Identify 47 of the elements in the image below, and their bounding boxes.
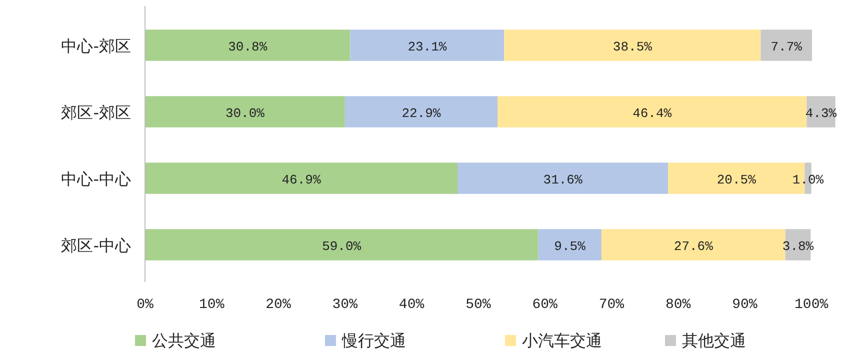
x-tick-label: 30% — [332, 297, 358, 313]
y-tick-label: 中心-中心 — [61, 169, 131, 188]
y-tick-label: 中心-郊区 — [61, 36, 131, 56]
bar — [145, 30, 350, 61]
bar — [497, 96, 807, 128]
bar — [145, 96, 345, 128]
data-label: 30.0% — [225, 106, 265, 121]
x-tick-label: 20% — [266, 297, 292, 313]
data-label: 23.1% — [408, 39, 447, 54]
data-label: 27.6% — [674, 238, 714, 254]
x-tick-label: 80% — [665, 297, 692, 313]
data-label: 46.9% — [282, 172, 321, 188]
legend-label: 慢行交通 — [341, 331, 406, 350]
y-tick-label: 郊区-中心 — [61, 236, 131, 255]
bar — [760, 30, 812, 61]
x-tick-label: 0% — [136, 297, 154, 313]
data-label: 20.5% — [716, 172, 756, 188]
bar — [344, 96, 498, 128]
x-tick-label: 40% — [398, 297, 425, 313]
data-label: 3.8% — [782, 238, 814, 254]
data-label: 38.5% — [612, 39, 652, 54]
data-label: 46.4% — [632, 106, 672, 121]
data-label: 22.9% — [402, 106, 441, 121]
x-tick-label: 90% — [732, 297, 758, 313]
bar — [350, 30, 504, 61]
legend-label: 其他交通 — [682, 331, 746, 350]
data-label: 31.6% — [543, 172, 582, 188]
data-label: 7.7% — [770, 39, 802, 54]
bar — [504, 30, 761, 61]
bar — [145, 162, 458, 194]
x-tick-label: 50% — [466, 297, 492, 313]
x-tick-label: 10% — [199, 297, 225, 313]
x-tick-label: 60% — [532, 297, 558, 313]
y-tick-label: 郊区-郊区 — [61, 102, 131, 122]
bar — [538, 229, 602, 260]
bar — [806, 96, 836, 128]
x-tick-label: 100% — [794, 297, 829, 313]
bar — [458, 162, 668, 194]
legend-label: 小汽车交通 — [522, 331, 602, 350]
data-label: 4.3% — [805, 106, 837, 121]
data-label: 30.8% — [228, 39, 268, 54]
data-label: 9.5% — [554, 238, 586, 254]
legend-label: 公共交通 — [152, 331, 216, 350]
bar — [145, 229, 538, 260]
data-label: 1.0% — [792, 172, 824, 188]
x-tick-label: 70% — [598, 297, 625, 313]
data-label: 59.0% — [322, 238, 362, 254]
